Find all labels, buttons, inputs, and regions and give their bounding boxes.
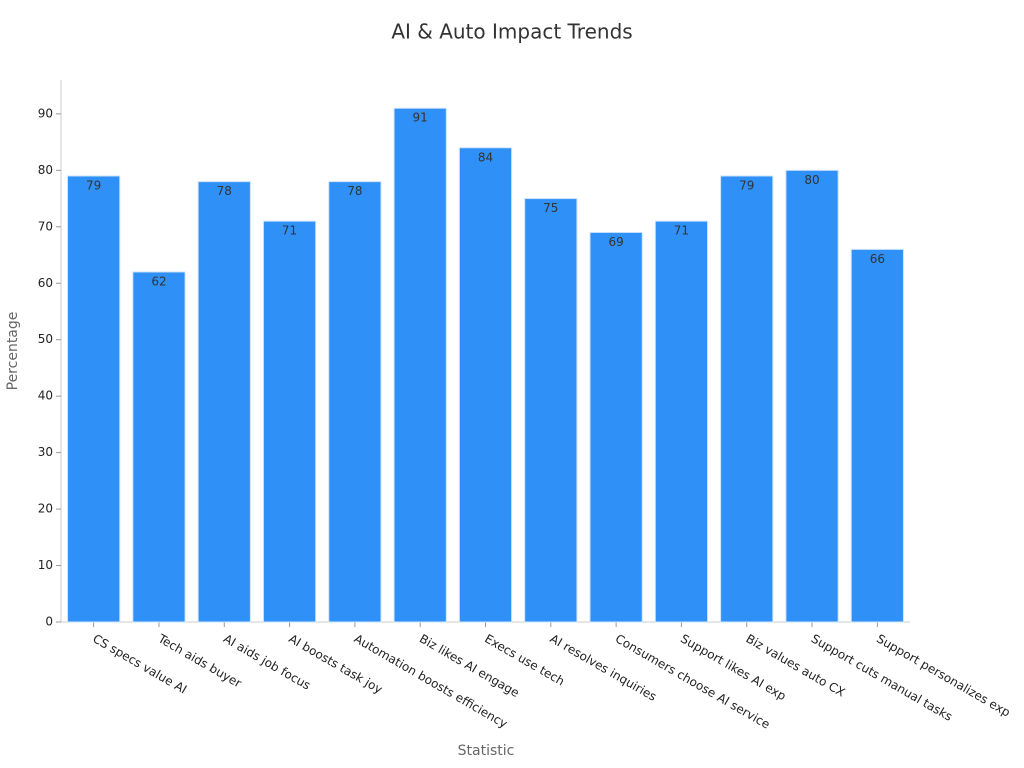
- bar: [654, 220, 709, 623]
- y-tick-label: 70: [38, 219, 53, 233]
- value-label: 80: [804, 173, 819, 187]
- y-tick-label: 60: [38, 276, 53, 290]
- value-label: 78: [347, 184, 362, 198]
- bar: [589, 231, 643, 623]
- value-label: 69: [608, 235, 623, 249]
- y-tick-label: 0: [45, 615, 53, 629]
- bar: [720, 175, 774, 623]
- value-label: 78: [217, 184, 232, 198]
- bar: [393, 107, 447, 623]
- value-label: 71: [674, 224, 689, 238]
- x-tick-label: AI resolves inquiries: [548, 632, 659, 704]
- bar: [785, 169, 839, 623]
- y-tick-label: 20: [38, 502, 53, 516]
- value-label: 71: [282, 224, 297, 238]
- value-label: 91: [413, 111, 428, 125]
- bar: [262, 220, 317, 623]
- x-tick-label: Support likes AI exp: [678, 632, 788, 704]
- value-label: 79: [739, 178, 754, 192]
- bar: [458, 147, 513, 623]
- bar: [197, 181, 251, 623]
- bar: [850, 248, 904, 623]
- value-label: 66: [870, 252, 885, 266]
- y-tick-label: 80: [38, 163, 53, 177]
- y-tick-label: 30: [38, 445, 53, 459]
- y-tick-label: 90: [38, 106, 53, 120]
- value-label: 79: [86, 178, 101, 192]
- bar: [67, 175, 121, 623]
- y-tick-label: 10: [38, 558, 53, 572]
- bar: [328, 181, 382, 623]
- chart-title: AI & Auto Impact Trends: [391, 20, 632, 44]
- y-axis-label: Percentage: [5, 312, 21, 391]
- bar: [524, 198, 578, 623]
- value-label: 84: [478, 150, 493, 164]
- y-tick-label: 40: [38, 389, 53, 403]
- bar: [132, 271, 186, 623]
- x-axis-label: Statistic: [458, 743, 515, 759]
- value-label: 62: [151, 274, 166, 288]
- value-label: 75: [543, 201, 558, 215]
- y-tick-label: 50: [38, 332, 53, 346]
